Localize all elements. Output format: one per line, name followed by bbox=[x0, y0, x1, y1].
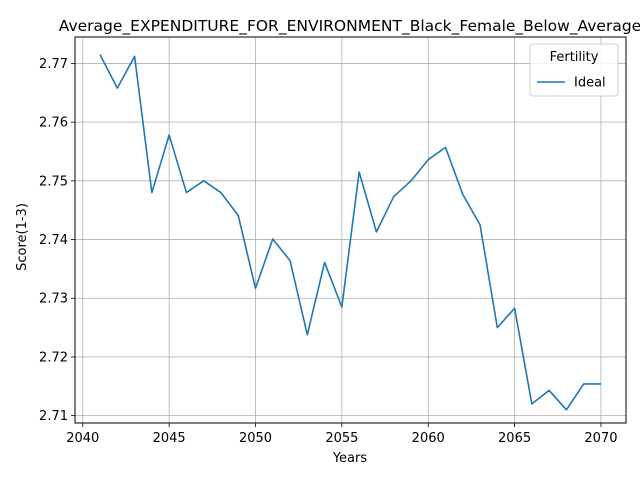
series-layer bbox=[99, 54, 601, 411]
chart-title: Average_EXPENDITURE_FOR_ENVIRONMENT_Blac… bbox=[59, 17, 640, 36]
y-tick-label-3: 2.74 bbox=[39, 233, 68, 248]
x-tick-label-5: 2065 bbox=[498, 431, 531, 446]
x-axis-label: Years bbox=[332, 451, 368, 466]
y-axis-label: Score(1-3) bbox=[15, 203, 30, 271]
y-tick-label-0: 2.71 bbox=[39, 409, 68, 424]
x-tick-label-2: 2050 bbox=[239, 431, 272, 446]
legend: Fertility Ideal bbox=[529, 43, 619, 97]
x-tick-label-0: 2040 bbox=[66, 431, 99, 446]
x-tick-label-1: 2045 bbox=[153, 431, 186, 446]
legend-box bbox=[529, 43, 619, 97]
legend-entry-ideal: Ideal bbox=[574, 76, 606, 91]
y-tick-label-4: 2.75 bbox=[39, 174, 68, 189]
y-tick-label-5: 2.76 bbox=[39, 116, 68, 131]
legend-title: Fertility bbox=[550, 50, 599, 65]
series-line-ideal bbox=[99, 54, 601, 411]
x-tick-label-4: 2060 bbox=[412, 431, 445, 446]
x-axis-ticks: 2040 2045 2050 2055 2060 2065 2070 bbox=[66, 423, 618, 446]
y-tick-label-6: 2.77 bbox=[39, 57, 68, 72]
x-tick-label-6: 2070 bbox=[584, 431, 617, 446]
plot-frame bbox=[74, 36, 627, 424]
y-tick-label-1: 2.72 bbox=[39, 350, 68, 365]
y-axis-ticks: 2.71 2.72 2.73 2.74 2.75 2.76 2.77 bbox=[39, 57, 75, 424]
y-tick-label-2: 2.73 bbox=[39, 292, 68, 307]
x-tick-label-3: 2055 bbox=[325, 431, 358, 446]
